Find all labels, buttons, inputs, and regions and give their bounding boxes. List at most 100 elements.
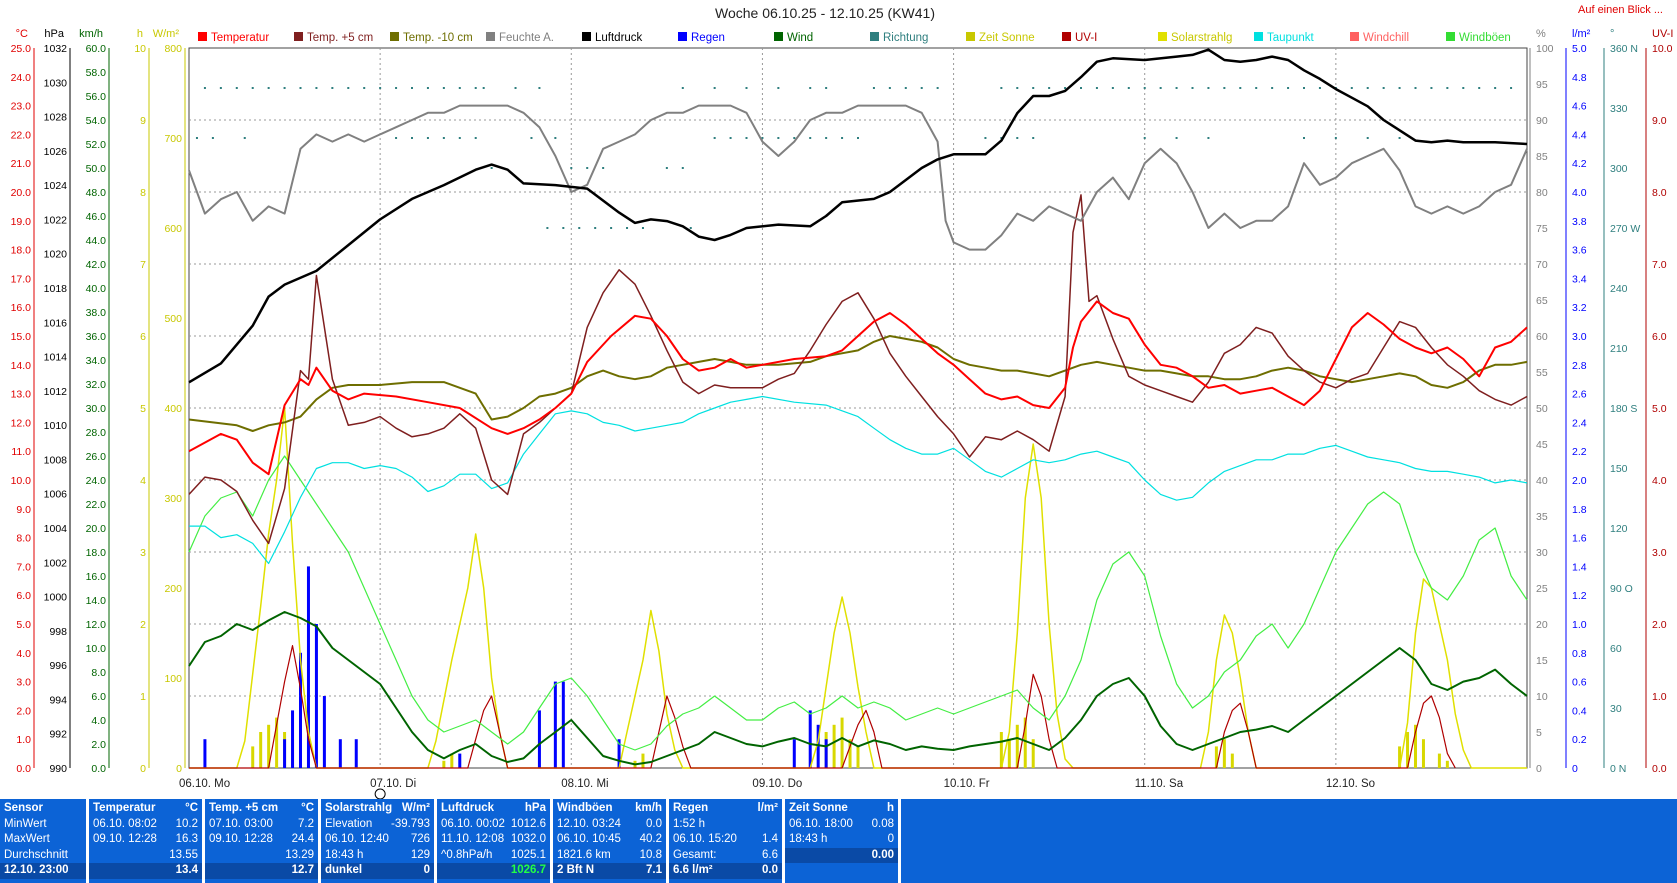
axis-tick-label: 0.6 [1572,677,1587,689]
stats-label: Gesamt: [673,848,717,861]
stats-luftdruck: Luftdruck hPa 06.10. 00:02 1012.6 11.10. 1… [437,799,550,883]
direction-dot [825,137,828,139]
legend-item: Temp. +5 cm [307,32,373,44]
direction-dot [1510,87,1513,89]
stats-unit: hPa [524,802,546,814]
axis-tick-label: 990 [49,763,67,775]
axis-tick-label: 40 [1536,475,1548,487]
stats-header: Luftdruck [441,802,495,814]
stats-value: 0 [887,833,894,845]
series-temperatur [188,300,1528,476]
direction-dot [1207,87,1210,89]
sun-bar [1023,717,1027,768]
stats-temperatur: Temperatur °C 06.10. 08:02 10.2 09.10. 12:… [89,799,202,883]
stats-label: 06.10. 10:45 [557,833,621,845]
direction-dot [1303,87,1305,89]
direction-dot [920,87,923,89]
axis-tick-label: 700 [164,133,182,145]
axis-tick-label: 35 [1536,511,1548,523]
axis-tick-label: 55 [1536,367,1548,379]
axis-tick-label: 2.2 [1572,446,1587,458]
direction-dot [546,227,549,229]
direction-dot [211,137,214,139]
axis-tick-label: 1022 [44,214,68,226]
x-day-label: 07.10. Di [370,778,416,790]
rain-bar [306,566,310,768]
direction-dot [195,137,198,139]
stats-regen: Regen l/m² 1:52 h 06.10. 15:20 1.4 Gesamt:… [669,799,782,883]
axis-tick-label: 30.0 [86,403,107,415]
axis-tick-label: 1010 [44,420,68,432]
stats-value: 1026.7 [510,864,546,876]
axis-tick-label: 1 [140,691,146,703]
axis-tick-label: 1004 [44,523,68,535]
axis-tick-label: 4.8 [1572,72,1587,84]
stats-value: 12.7 [291,864,314,876]
direction-dot [777,137,780,139]
axis-unit: l/m² [1572,28,1591,40]
axis-tick-label: 4 [140,475,146,487]
axis-tick-label: 10 [1536,691,1548,703]
stats-sensor-row: MinWert [4,817,47,830]
direction-dot [1446,87,1449,89]
axis-tick-label: 4.0 [16,648,31,660]
direction-dot [602,167,605,169]
axis-tick-label: 300 [164,493,182,505]
axis-tick-label: 85 [1536,151,1548,163]
axis-tick-label: 36.0 [86,331,107,343]
axis-tick-label: 0.8 [1572,648,1587,660]
legend-item: Solarstrahlg [1171,32,1232,44]
axis-tick-label: 6.0 [91,691,106,703]
stats-panel: Sensor MinWert MaxWert Durchschnitt 12.1… [0,799,1677,883]
direction-dot [610,227,613,229]
series-uvi [189,644,1456,769]
stats-label: Elevation [325,817,373,830]
axis-tick-label: 1024 [44,180,68,192]
axis-tick-label: 4.0 [1652,475,1667,487]
direction-dot [395,87,398,89]
axis-tick-label: 100 [1536,43,1554,55]
axis-tick-label: 34.0 [86,355,107,367]
series-lines [188,48,1528,769]
axis-unit: km/h [79,28,103,40]
axis-tick-label: 5 [140,403,146,415]
axis-tick-label: 0.2 [1572,734,1587,746]
axis-tick-label: 2.0 [91,739,106,751]
axis-tick-label: 14.0 [11,360,32,372]
legend-swatch [1062,32,1071,41]
overview-link[interactable]: Auf einen Blick ... [1578,4,1663,16]
stats-sensor-row: 12.10. 23:00 [4,864,69,876]
axis-tick-label: 20 [1536,619,1548,631]
direction-dot [562,227,565,229]
axis-tick-label: 13.0 [11,389,32,401]
rain-bar [322,696,326,768]
stats-empty [901,799,1677,883]
stats-header: Temperatur [93,802,156,814]
direction-dot [1000,87,1003,89]
series-feuchte [188,104,1528,251]
stats-value: 0 [423,864,430,876]
axis-tick-label: 21.0 [11,158,32,170]
axis-tick-label: 1.0 [1572,619,1587,631]
stats-label: 18:43 h [325,848,364,861]
axis-tick-label: 44.0 [86,235,107,247]
axis-tick-label: 7 [140,259,146,271]
axis-tick-label: 90 [1536,115,1548,127]
stats-unit: W/m² [401,802,430,814]
stats-unit: °C [185,802,198,814]
stats-value: 13.4 [175,864,198,876]
sun-bar [267,724,271,768]
direction-dot [1143,137,1146,139]
axis-tick-label: 25.0 [11,43,32,55]
legend-item: Regen [691,32,725,44]
legend-item: UV-I [1075,32,1097,44]
x-day-label: 06.10. Mo [179,778,230,790]
rain-bar [338,739,342,768]
legend-item: Wind [787,32,813,44]
stats-sensor-row: Durchschnitt [4,848,68,861]
stats-value: 1012.6 [510,817,546,830]
legend-swatch [582,32,591,41]
axis-tick-label: 45 [1536,439,1548,451]
rain-bar [291,710,295,768]
direction-dot [379,87,382,89]
